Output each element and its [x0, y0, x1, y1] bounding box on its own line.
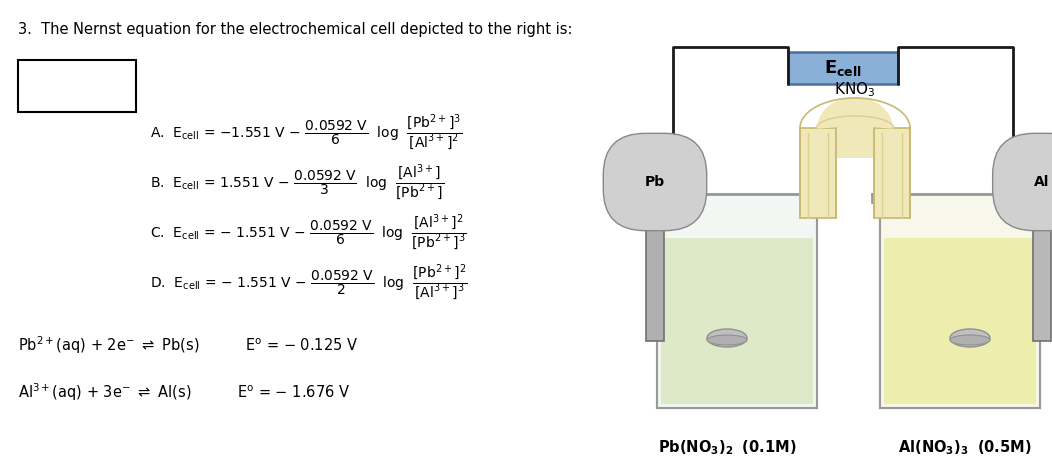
Bar [658, 194, 817, 408]
Text: $\mathrm{Pb^{2+}(aq)}$ + 2e$^{-}$ $\rightleftharpoons$ Pb(s)          E$^{\mathr: $\mathrm{Pb^{2+}(aq)}$ + 2e$^{-}$ $\righ… [18, 334, 359, 356]
Ellipse shape [707, 329, 747, 347]
Polygon shape [818, 98, 892, 128]
Text: $\mathrm{Al^{3+}(aq)}$ + 3e$^{-}$ $\rightleftharpoons$ Al(s)          E$^{\mathr: $\mathrm{Al^{3+}(aq)}$ + 3e$^{-}$ $\righ… [18, 381, 350, 403]
Text: D.  $\mathrm{E_{cell}}$ = $-$ 1.551 V $-$ $\dfrac{0.0592\ \mathrm{V}}{2}$  log  : D. $\mathrm{E_{cell}}$ = $-$ 1.551 V $-$… [150, 262, 468, 302]
Ellipse shape [950, 335, 990, 345]
Text: C.  $\mathrm{E_{cell}}$ = $-$ 1.551 V $-$ $\dfrac{0.0592\ \mathrm{V}}{6}$  log  : C. $\mathrm{E_{cell}}$ = $-$ 1.551 V $-$… [150, 212, 467, 252]
Text: KNO$_3$: KNO$_3$ [834, 80, 875, 99]
Text: 3.  The Nernst equation for the electrochemical cell depicted to the right is:: 3. The Nernst equation for the electroch… [18, 22, 572, 37]
FancyBboxPatch shape [788, 52, 898, 84]
Text: $\mathbf{E}_{\mathbf{cell}}$: $\mathbf{E}_{\mathbf{cell}}$ [824, 58, 862, 78]
Bar [661, 238, 813, 404]
Text: $\mathbf{Pb(NO_3)_2}$  $\mathbf{(0.1M)}$: $\mathbf{Pb(NO_3)_2}$ $\mathbf{(0.1M)}$ [658, 439, 796, 457]
Ellipse shape [950, 329, 990, 347]
Text: Pb: Pb [645, 175, 665, 189]
Bar [836, 110, 874, 158]
Bar [1033, 141, 1051, 341]
Bar [800, 128, 836, 218]
Bar [874, 128, 910, 218]
Text: A.  $\mathrm{E_{cell}}$ = $-$1.551 V $-$ $\dfrac{0.0592\ \mathrm{V}}{6}$  log  $: A. $\mathrm{E_{cell}}$ = $-$1.551 V $-$ … [150, 112, 462, 152]
Bar [881, 194, 1040, 408]
Bar [18, 60, 136, 112]
Bar [646, 141, 664, 341]
Text: Al: Al [1034, 175, 1050, 189]
Text: B.  $\mathrm{E_{cell}}$ = 1.551 V $-$ $\dfrac{0.0592\ \mathrm{V}}{3}$  log  $\df: B. $\mathrm{E_{cell}}$ = 1.551 V $-$ $\d… [150, 162, 444, 202]
Ellipse shape [707, 335, 747, 345]
Bar [884, 238, 1036, 404]
Text: $\mathbf{Al(NO_3)_3}$  $\mathbf{(0.5M)}$: $\mathbf{Al(NO_3)_3}$ $\mathbf{(0.5M)}$ [898, 439, 1032, 457]
